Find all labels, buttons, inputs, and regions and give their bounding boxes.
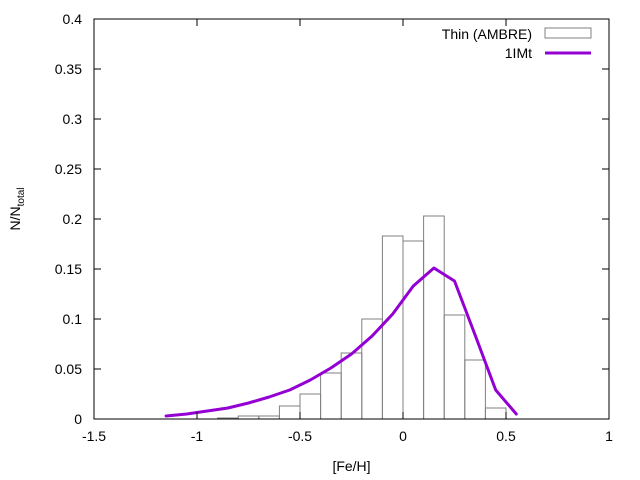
- y-tick-label: 0.25: [55, 161, 82, 177]
- y-axis-label: N/Ntotal: [7, 187, 27, 230]
- series-line-1imt: [164, 266, 518, 418]
- y-tick-label: 0.2: [63, 211, 83, 227]
- histogram-bar: [402, 240, 425, 420]
- histogram-layer: [217, 215, 507, 420]
- legend-label-line: 1IMt: [505, 45, 532, 61]
- histogram-bar: [278, 405, 301, 420]
- legend: Thin (AMBRE) 1IMt: [442, 26, 592, 61]
- histogram-bar: [299, 393, 322, 420]
- y-tick-label: 0.3: [63, 111, 83, 127]
- y-tick-label: 0.35: [55, 61, 82, 77]
- legend-swatch-histogram: [544, 27, 592, 39]
- histogram-bar: [443, 314, 466, 420]
- y-tick-label: 0.05: [55, 361, 82, 377]
- histogram-bar: [320, 372, 342, 420]
- y-axis-label-main: N/N: [7, 206, 23, 230]
- x-tick-label: 0: [399, 428, 407, 444]
- x-tick-label: -0.5: [288, 428, 312, 444]
- y-tick-label: 0.4: [63, 11, 83, 27]
- x-tick-label: -1: [191, 428, 204, 444]
- tick-layer: -1.5 -1 -0.5 0 0.5 1 0 0.05 0.1 0.15 0.2 0.25 0.3 0.3…: [55, 11, 613, 444]
- legend-label-histogram: Thin (AMBRE): [442, 26, 532, 42]
- label-layer: [Fe/H] N/Ntotal: [7, 187, 371, 474]
- x-tick-label: 0.5: [496, 428, 516, 444]
- line-layer: [164, 266, 518, 418]
- histogram-bar: [484, 407, 507, 420]
- y-tick-label: 0.1: [63, 311, 83, 327]
- histogram-bar: [464, 359, 486, 420]
- plot-frame: [93, 18, 610, 420]
- x-tick-label: 1: [605, 428, 613, 444]
- y-axis-label-subscript: total: [16, 187, 27, 206]
- histogram-bar: [381, 235, 404, 420]
- histogram-bar: [423, 215, 445, 420]
- y-tick-label: 0.15: [55, 261, 82, 277]
- x-axis-label: [Fe/H]: [332, 458, 370, 474]
- y-tick-label: 0: [74, 411, 82, 427]
- x-tick-label: -1.5: [82, 428, 106, 444]
- histogram-bar: [340, 352, 363, 420]
